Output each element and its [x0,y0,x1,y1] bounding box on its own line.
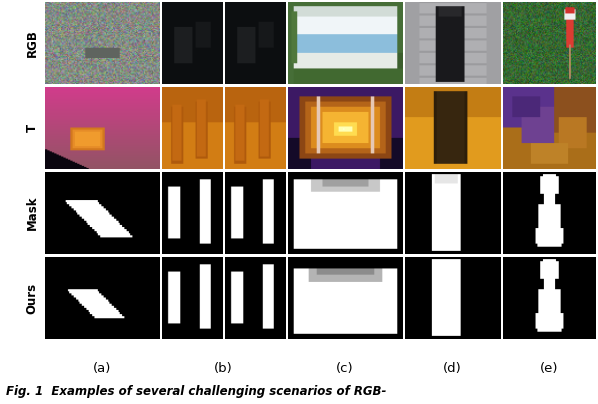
Text: RGB: RGB [26,29,39,57]
Text: T: T [26,124,39,132]
Text: Ours: Ours [26,282,39,314]
Text: (e): (e) [540,362,559,375]
Text: (b): (b) [214,362,233,375]
Text: Mask: Mask [26,196,39,230]
Text: (a): (a) [93,362,111,375]
Text: (c): (c) [336,362,353,375]
Text: Fig. 1  Examples of several challenging scenarios of RGB-: Fig. 1 Examples of several challenging s… [6,385,386,398]
Text: (d): (d) [443,362,462,375]
